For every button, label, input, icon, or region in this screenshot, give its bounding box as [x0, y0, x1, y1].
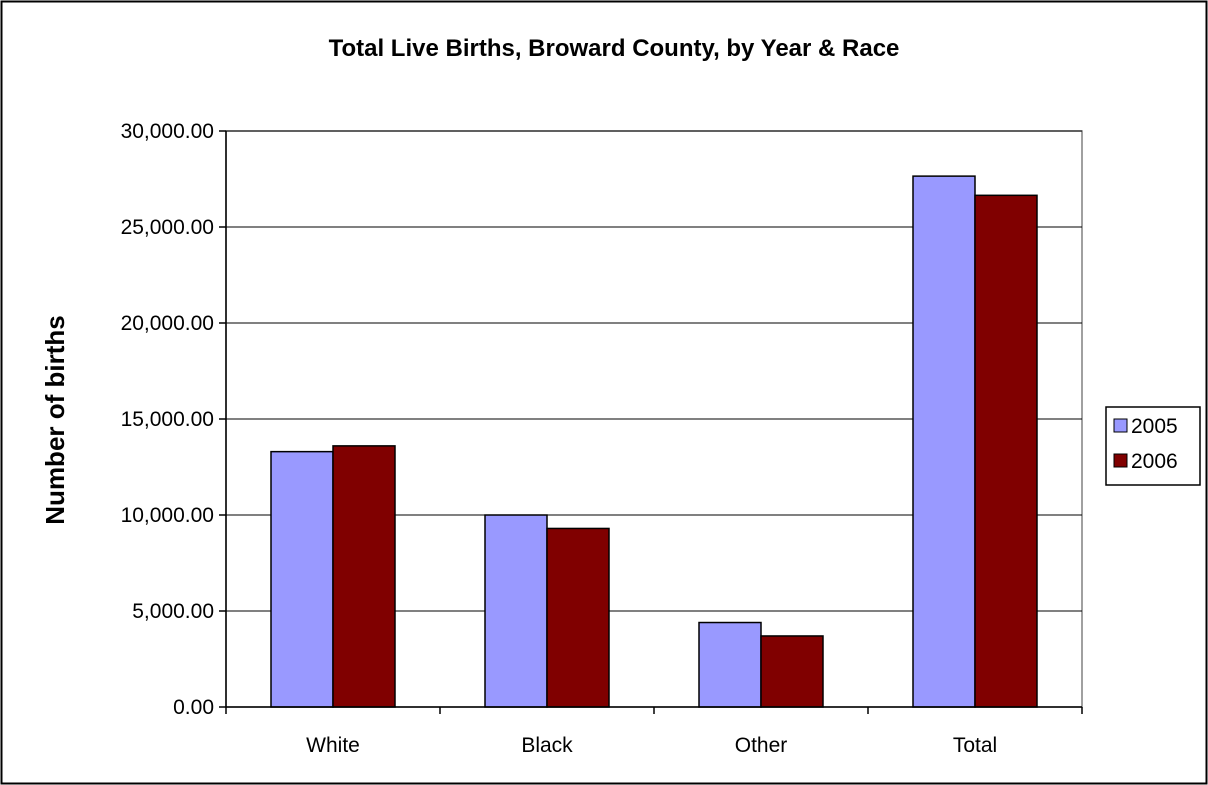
legend-label-2006: 2006	[1131, 450, 1178, 473]
bar-2006-other	[760, 635, 824, 708]
legend-swatch-2005	[1113, 418, 1128, 433]
y-tick-label: 25,000.00	[121, 216, 214, 239]
x-tick-label: White	[306, 734, 360, 757]
legend-swatch-2006	[1113, 453, 1128, 468]
y-tick-label: 10,000.00	[121, 504, 214, 527]
bar-2005-total	[912, 175, 976, 708]
bar-2005-other	[698, 621, 762, 708]
bar-2006-black	[546, 527, 610, 708]
bar-2006-total	[974, 194, 1038, 708]
y-tick-label: 0.00	[173, 696, 214, 719]
y-tick-label: 5,000.00	[132, 600, 214, 623]
legend-label-2005: 2005	[1131, 415, 1178, 438]
y-tick-label: 15,000.00	[121, 408, 214, 431]
y-axis-title: Number of births	[40, 315, 70, 524]
x-tick-label: Black	[521, 734, 573, 757]
legend: 2005 2006	[1105, 406, 1201, 486]
y-tick-label: 20,000.00	[121, 312, 214, 335]
axes	[219, 130, 1083, 714]
bar-2006-white	[332, 445, 396, 708]
chart-title: Total Live Births, Broward County, by Ye…	[329, 35, 900, 62]
y-tick-labels: 0.00 5,000.00 10,000.00 15,000.00 20,000.00 2…	[121, 120, 214, 719]
bars-group	[270, 175, 1038, 708]
bar-2005-white	[270, 450, 334, 708]
x-tick-label: Other	[735, 734, 788, 757]
bar-2005-black	[484, 514, 548, 708]
x-tick-label: Total	[953, 734, 997, 757]
y-tick-label: 30,000.00	[121, 120, 214, 143]
x-tick-labels: White Black Other Total	[306, 734, 997, 757]
